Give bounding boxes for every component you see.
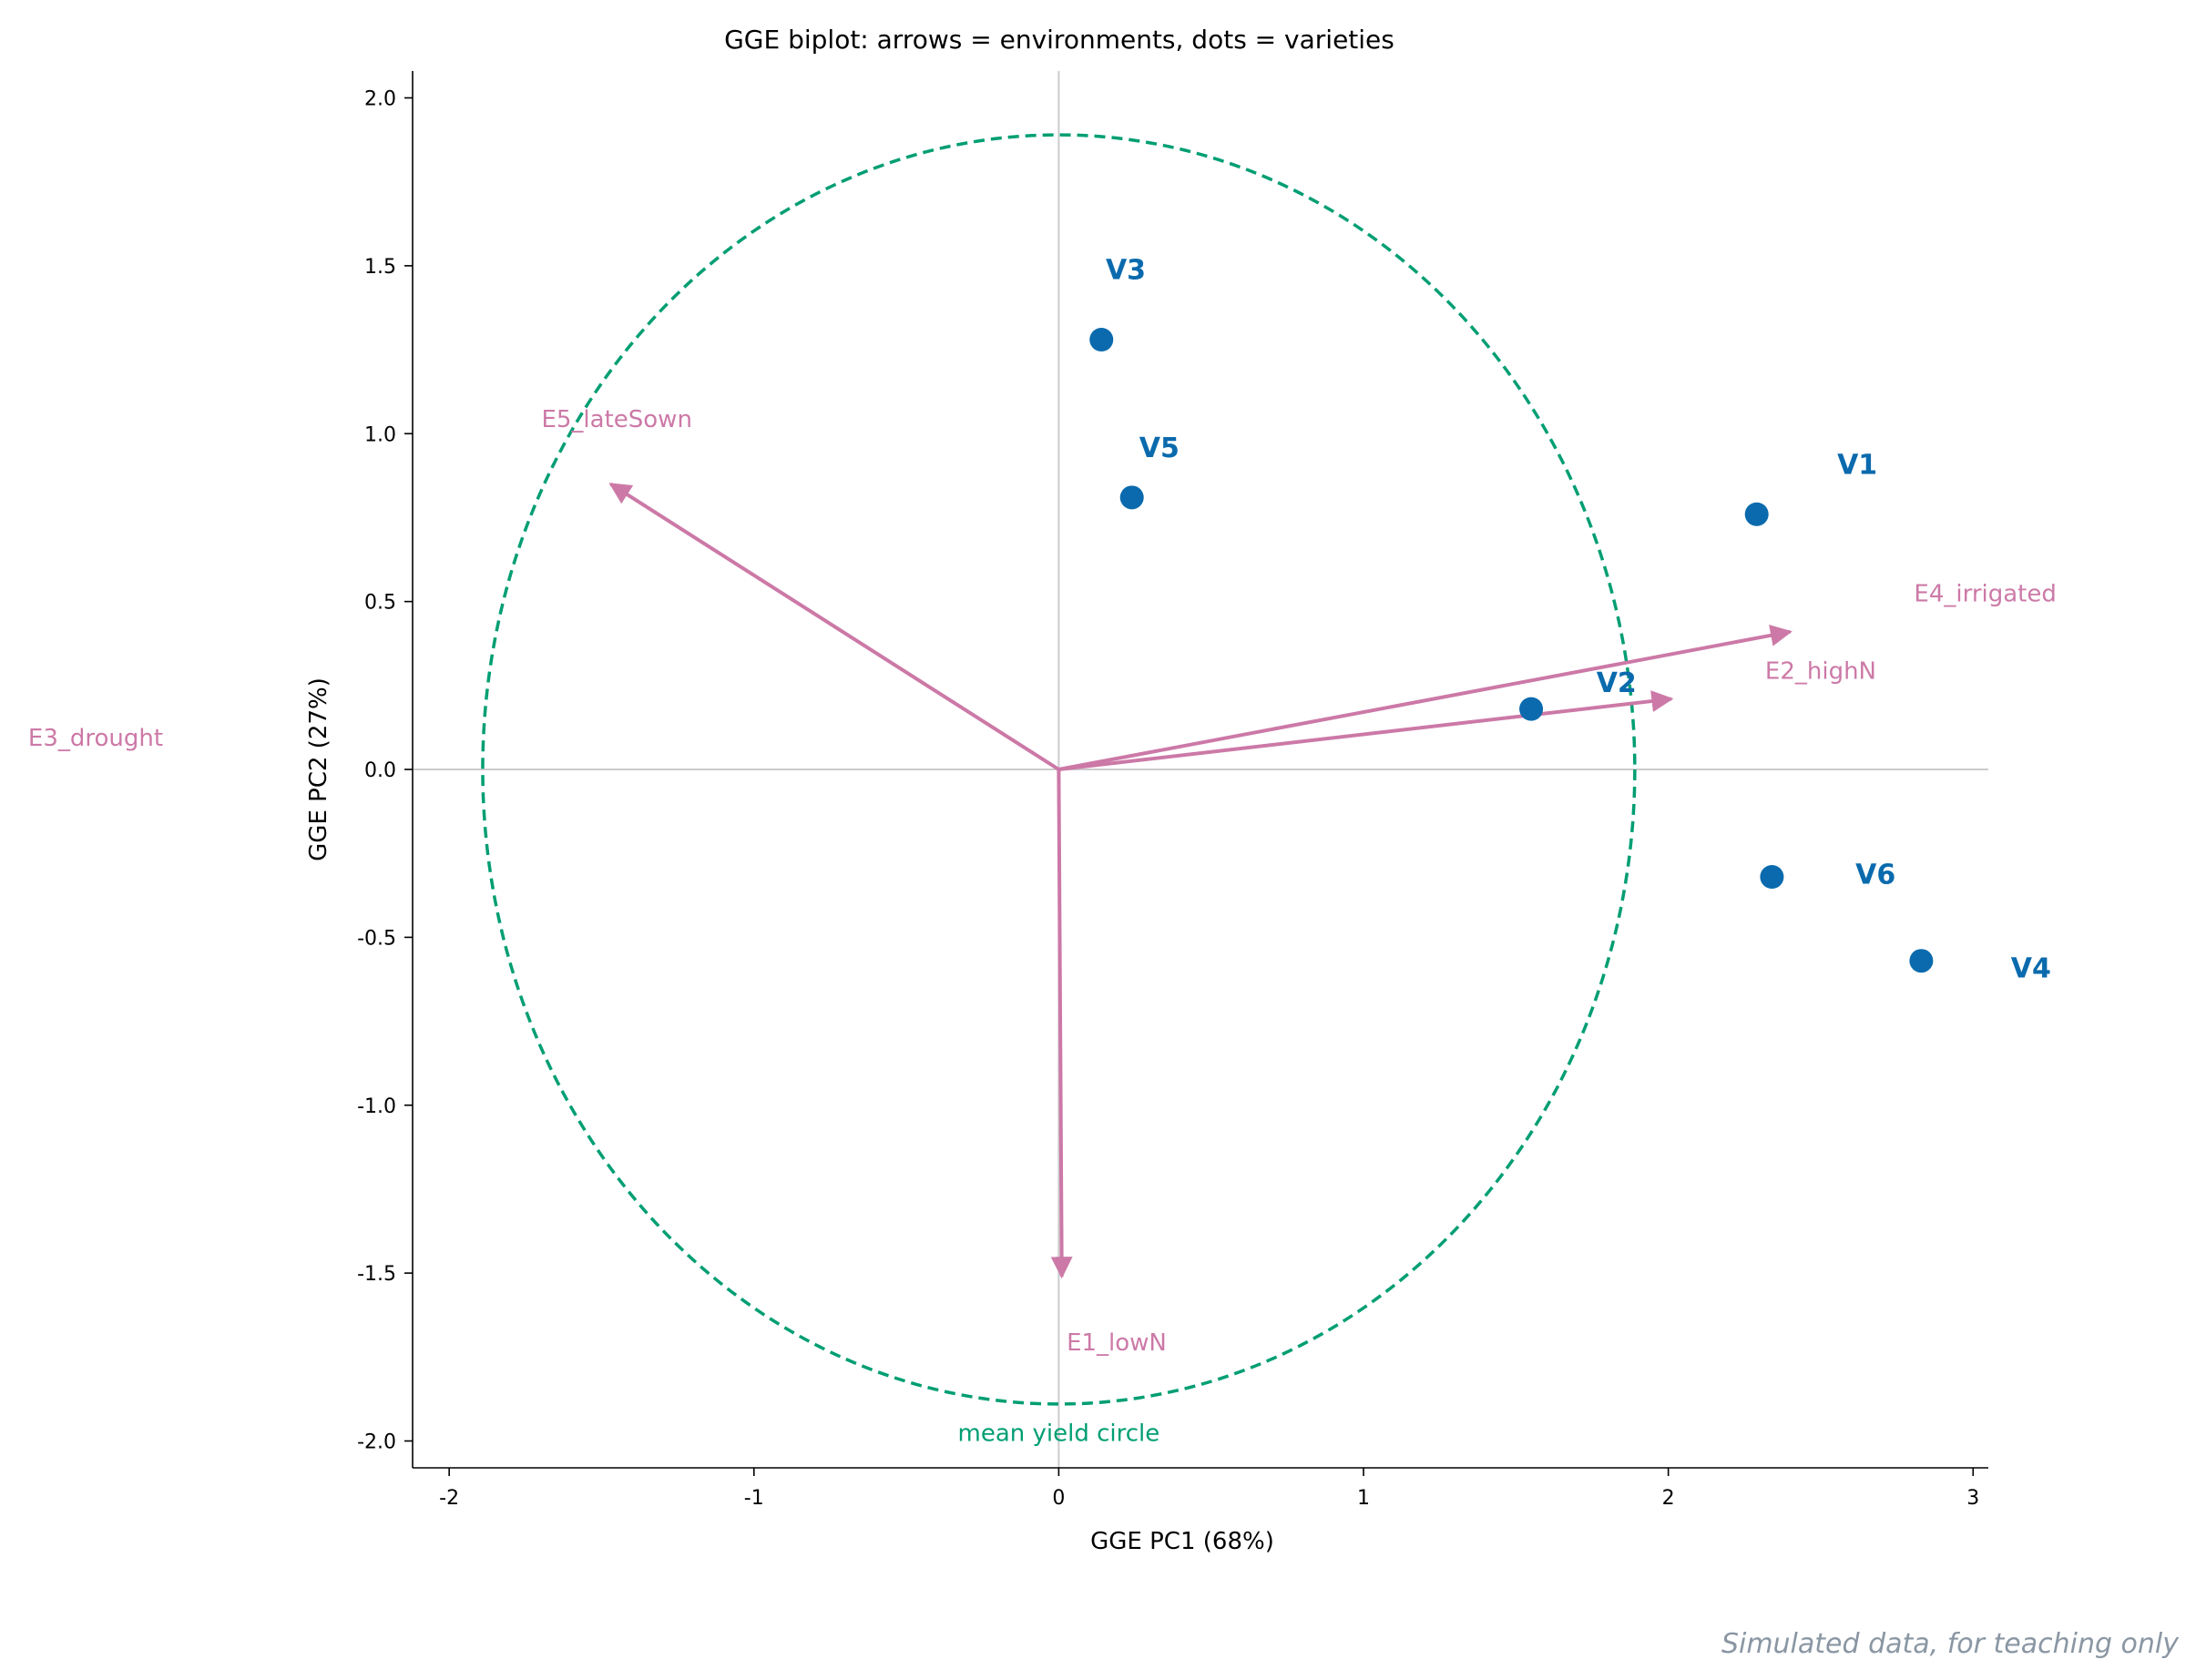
y-tick-label: -1.0 xyxy=(357,1095,396,1118)
mean-yield-circle-label: mean yield circle xyxy=(958,1420,1160,1448)
y-axis-label: GGE PC2 (27%) xyxy=(305,677,332,861)
y-tick-label: 0.5 xyxy=(364,592,396,615)
variety-label: V4 xyxy=(2011,953,2051,985)
x-tick-label: 2 xyxy=(1662,1487,1675,1510)
reference-lines xyxy=(413,71,1988,1468)
environment-arrow xyxy=(608,482,1060,771)
environment-vectors: E1_lowN E2_highN E3_drought E4_irrigated E5_… xyxy=(28,406,2057,1357)
variety-point xyxy=(1089,328,1114,351)
variety-points: V1 V2 V3 V4 V5 V6 xyxy=(1089,255,2051,985)
chart-title: GGE biplot: arrows = environments, dots … xyxy=(724,25,1394,55)
environment-label: E1_lowN xyxy=(1067,1329,1167,1357)
mean-yield-circle-group: mean yield circle xyxy=(481,133,1637,1448)
variety-point xyxy=(1744,502,1769,526)
variety-label: V5 xyxy=(1139,433,1180,464)
environment-arrow xyxy=(1058,690,1674,771)
variety-point xyxy=(1760,865,1784,889)
variety-label: V1 xyxy=(1837,450,1877,482)
x-axis-label: GGE PC1 (68%) xyxy=(1090,1528,1274,1555)
axes: -2 -1 0 1 2 3 -2.0 -1.5 -1.0 -0.5 0.0 0.5 1.0 1.5 2.0 xyxy=(357,71,1988,1510)
mean-yield-circle xyxy=(481,133,1637,1406)
environment-label: E5_lateSown xyxy=(541,406,691,433)
footnote: Simulated data, for teaching only xyxy=(1721,1628,2180,1660)
y-tick-label: 1.0 xyxy=(364,423,396,446)
variety-label: V6 xyxy=(1855,859,1895,891)
x-tick-label: -2 xyxy=(439,1487,459,1510)
x-tick-label: 1 xyxy=(1357,1487,1370,1510)
y-tick-label: -2.0 xyxy=(357,1431,396,1454)
y-tick-label: 1.5 xyxy=(364,256,396,279)
environment-label: E2_highN xyxy=(1765,657,1876,685)
y-tick-label: 2.0 xyxy=(364,88,396,111)
environment-arrow xyxy=(1058,625,1793,771)
variety-label: V2 xyxy=(1597,667,1637,699)
y-tick-label: -0.5 xyxy=(357,927,396,950)
x-tick-label: 0 xyxy=(1052,1487,1065,1510)
environment-arrow xyxy=(1050,769,1073,1279)
x-tick-label: 3 xyxy=(1966,1487,1979,1510)
variety-point xyxy=(1909,949,1934,973)
variety-point xyxy=(1519,697,1544,721)
environment-label: E3_drought xyxy=(28,725,163,752)
y-tick-label: 0.0 xyxy=(364,759,396,782)
variety-point xyxy=(1119,485,1144,510)
variety-label: V3 xyxy=(1106,255,1146,287)
x-tick-label: -1 xyxy=(744,1487,764,1510)
environment-label: E4_irrigated xyxy=(1914,581,2056,608)
y-tick-label: -1.5 xyxy=(357,1263,396,1286)
